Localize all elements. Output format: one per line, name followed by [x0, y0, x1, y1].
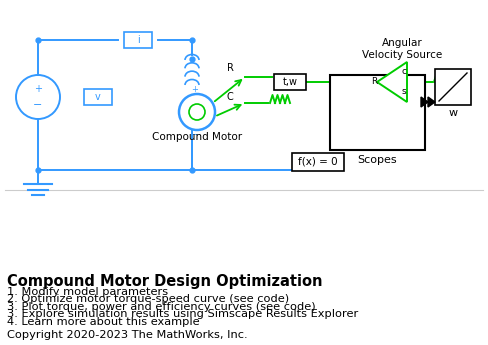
Text: C: C — [226, 92, 233, 102]
Text: s: s — [402, 88, 407, 97]
Bar — [330, 75, 425, 150]
Text: w: w — [448, 108, 458, 118]
Text: Compound Motor Design Optimization: Compound Motor Design Optimization — [7, 274, 323, 289]
Text: i: i — [137, 35, 140, 45]
Circle shape — [189, 104, 205, 120]
Bar — [84, 89, 112, 105]
Text: Angular: Angular — [382, 38, 423, 48]
Bar — [274, 74, 306, 90]
Text: Scopes: Scopes — [358, 155, 397, 165]
Polygon shape — [421, 97, 428, 107]
Text: −: − — [33, 100, 42, 110]
Text: Copyright 2020-2023 The MathWorks, Inc.: Copyright 2020-2023 The MathWorks, Inc. — [7, 330, 248, 339]
Text: +: + — [34, 84, 42, 94]
Text: R: R — [371, 78, 377, 87]
Text: v: v — [95, 92, 101, 102]
Text: 1. Modify model parameters: 1. Modify model parameters — [7, 287, 168, 296]
Circle shape — [16, 75, 60, 119]
Text: f(x) = 0: f(x) = 0 — [298, 157, 338, 167]
Text: t,w: t,w — [283, 77, 298, 87]
Text: Compound Motor: Compound Motor — [152, 132, 242, 142]
Text: 3. Explore simulation results using Simscape Results Explorer: 3. Explore simulation results using Sims… — [7, 309, 359, 319]
Text: +: + — [192, 85, 199, 93]
Text: c: c — [402, 68, 407, 77]
Polygon shape — [428, 97, 435, 107]
Bar — [435, 69, 471, 105]
Text: 3. Plot torque, power and efficiency curves (see code): 3. Plot torque, power and efficiency cur… — [7, 302, 316, 312]
Text: Velocity Source: Velocity Source — [362, 50, 442, 60]
Bar — [292, 153, 344, 171]
Bar — [124, 32, 152, 48]
Circle shape — [179, 94, 215, 130]
Text: 4. Learn more about this example: 4. Learn more about this example — [7, 317, 200, 327]
Text: 2. Optimize motor torque-speed curve (see code): 2. Optimize motor torque-speed curve (se… — [7, 294, 289, 304]
Polygon shape — [377, 62, 407, 102]
Text: R: R — [226, 63, 233, 73]
Text: −: − — [191, 130, 199, 140]
